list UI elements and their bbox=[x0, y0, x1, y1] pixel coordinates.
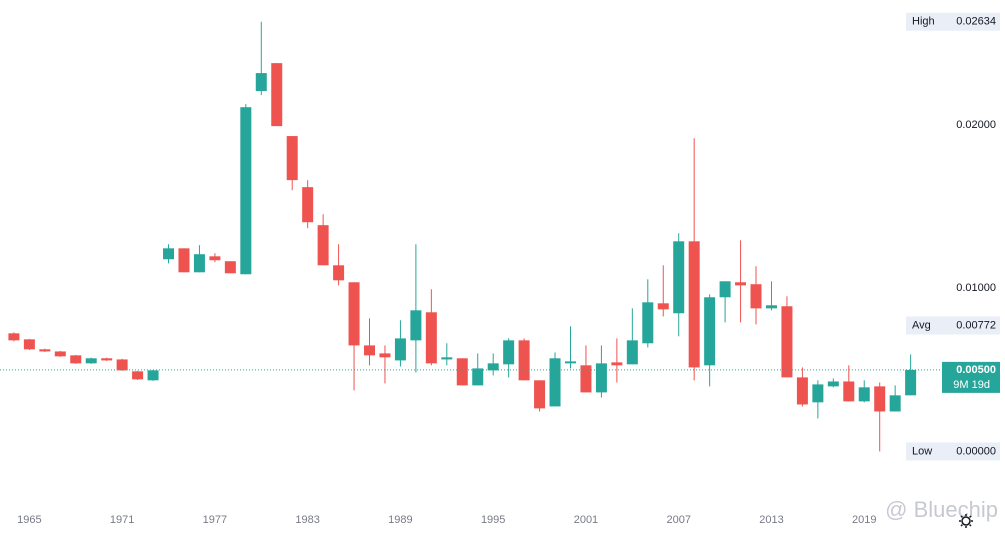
y-tick-label: 0.01000 bbox=[956, 282, 996, 294]
x-tick-label: 2019 bbox=[852, 514, 876, 526]
candle-body bbox=[23, 339, 35, 350]
x-tick-label: 2001 bbox=[574, 514, 598, 526]
candle-body bbox=[132, 371, 144, 380]
marker-name: Avg bbox=[912, 319, 931, 331]
candle-body bbox=[750, 284, 762, 309]
candle-body bbox=[503, 340, 515, 365]
candle-body bbox=[364, 345, 376, 356]
y-tick-label: 0.02000 bbox=[956, 119, 996, 131]
x-tick-label: 2007 bbox=[666, 514, 690, 526]
marker-name: Low bbox=[912, 445, 932, 457]
countdown-label: 9M 19d bbox=[953, 379, 990, 391]
candle-body bbox=[193, 254, 205, 273]
candle-body bbox=[534, 380, 546, 409]
candle-body bbox=[441, 357, 453, 360]
marker-badge bbox=[906, 12, 1000, 31]
candle-body bbox=[827, 381, 839, 387]
candle-body bbox=[657, 303, 669, 310]
candle-body bbox=[209, 256, 221, 261]
candle-body bbox=[905, 369, 917, 396]
candle-body bbox=[580, 365, 592, 393]
candle-body bbox=[456, 358, 468, 386]
candle-body bbox=[564, 361, 576, 364]
candle-body bbox=[889, 395, 901, 412]
plot-area bbox=[8, 21, 917, 452]
candle-body bbox=[116, 359, 128, 371]
candle-body bbox=[286, 136, 298, 181]
candle-body bbox=[302, 187, 314, 223]
candle-body bbox=[626, 340, 638, 365]
candle-body bbox=[812, 384, 824, 403]
candle-body bbox=[781, 306, 793, 378]
candle-body bbox=[735, 282, 747, 286]
x-tick-label: 1971 bbox=[110, 514, 134, 526]
candle-body bbox=[518, 340, 530, 381]
candle-body bbox=[348, 282, 360, 346]
marker-value: 0.00772 bbox=[956, 319, 996, 331]
last-price-badge bbox=[942, 361, 1000, 393]
x-tick-label: 1989 bbox=[388, 514, 412, 526]
candle-body bbox=[642, 302, 654, 344]
settings-icon[interactable] bbox=[959, 514, 973, 528]
candle-body bbox=[487, 363, 499, 371]
candle-body bbox=[688, 241, 700, 368]
candle-body bbox=[379, 353, 391, 358]
candle-body bbox=[163, 248, 175, 260]
candle-body bbox=[224, 261, 236, 274]
candle-body bbox=[719, 281, 731, 298]
candle-body bbox=[240, 107, 252, 275]
candle-body bbox=[394, 338, 406, 361]
candle-body bbox=[39, 349, 51, 352]
x-tick-label: 1983 bbox=[295, 514, 319, 526]
marker-badge bbox=[906, 442, 1000, 461]
candle-body bbox=[255, 73, 267, 92]
candle-body bbox=[317, 225, 329, 266]
candle-body bbox=[673, 241, 685, 314]
candle-body bbox=[54, 351, 66, 357]
candle-body bbox=[333, 265, 345, 281]
marker-badge bbox=[906, 316, 1000, 335]
marker-value: 0.00000 bbox=[956, 445, 996, 457]
candle-body bbox=[472, 368, 484, 386]
x-tick-label: 1977 bbox=[203, 514, 227, 526]
candle-body bbox=[147, 370, 159, 381]
candle-body bbox=[549, 358, 561, 407]
candle-body bbox=[611, 362, 623, 366]
candle-body bbox=[874, 386, 886, 412]
candle-body bbox=[8, 333, 20, 341]
x-tick-label: 2013 bbox=[759, 514, 783, 526]
candle-body bbox=[595, 363, 607, 393]
candle-body bbox=[843, 381, 855, 402]
x-tick-label: 1965 bbox=[17, 514, 41, 526]
candle-body bbox=[425, 312, 437, 364]
candle-body bbox=[858, 387, 870, 402]
last-price-label: 0.00500 bbox=[956, 364, 996, 376]
candle-body bbox=[101, 358, 113, 361]
candle-body bbox=[410, 310, 422, 341]
candle-body bbox=[704, 297, 716, 366]
candle-body bbox=[85, 358, 97, 364]
x-tick-label: 1995 bbox=[481, 514, 505, 526]
candle-body bbox=[271, 63, 283, 127]
candle-body bbox=[70, 355, 82, 364]
candle-body bbox=[765, 305, 777, 309]
marker-name: High bbox=[912, 16, 935, 28]
marker-value: 0.02634 bbox=[956, 16, 996, 28]
candle-body bbox=[178, 248, 190, 273]
watermark: @ Bluechip bbox=[885, 497, 998, 522]
candle-body bbox=[796, 377, 808, 405]
